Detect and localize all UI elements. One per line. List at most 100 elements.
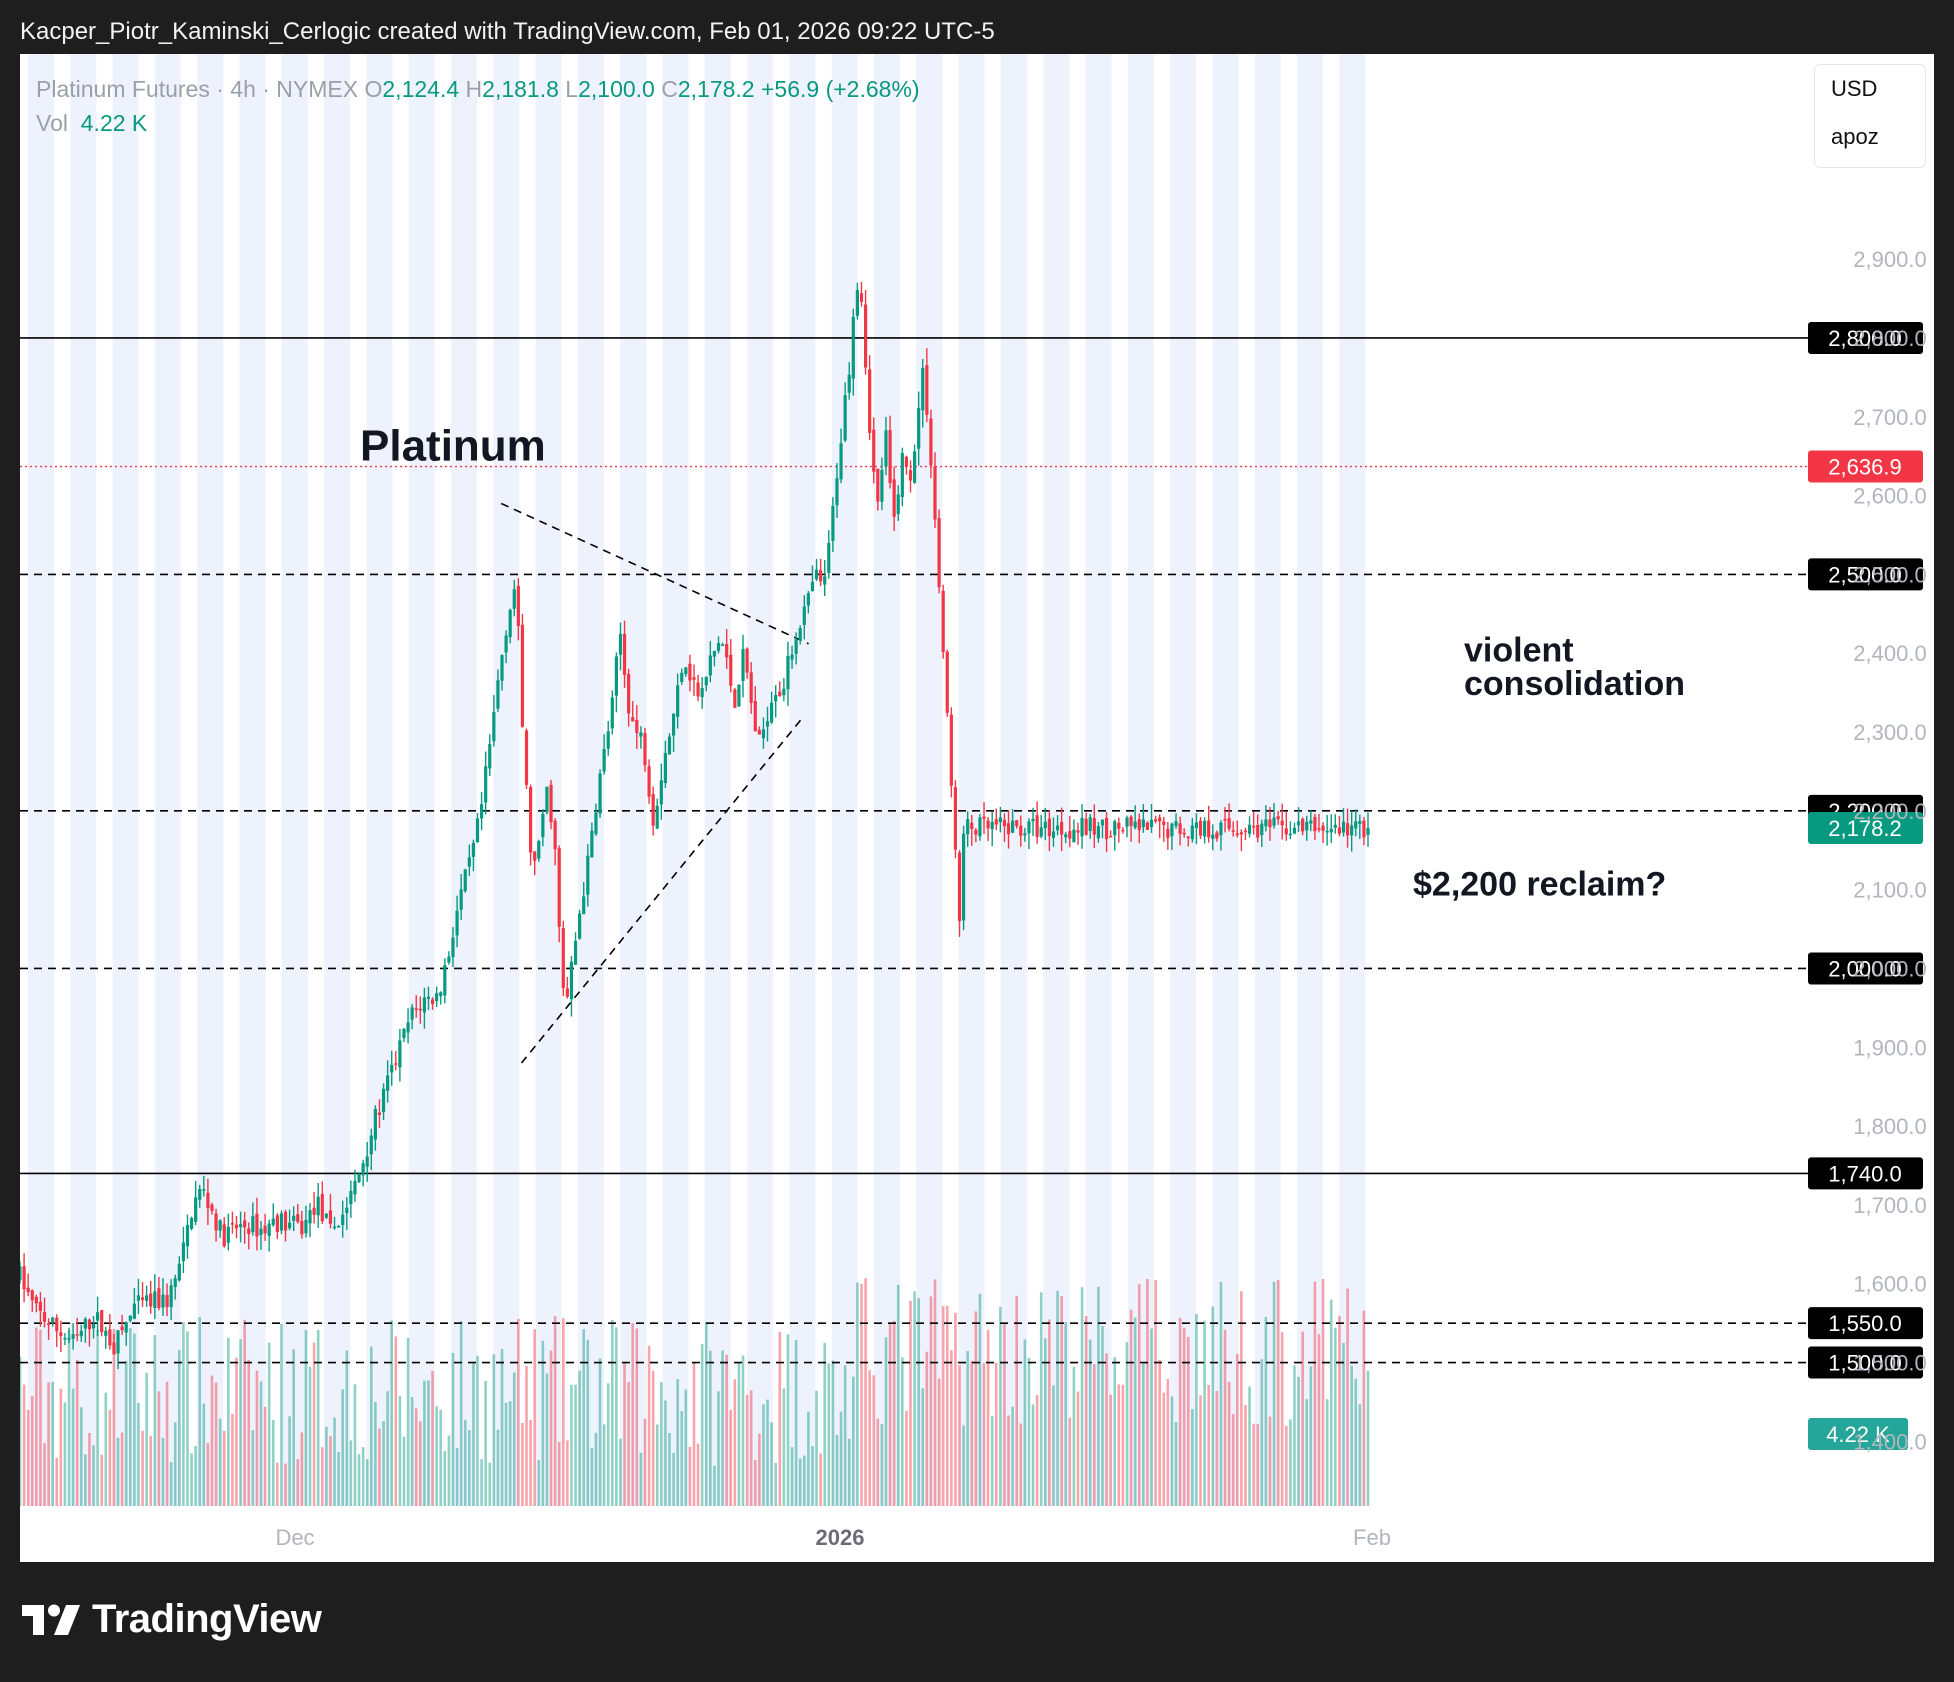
volume-bar bbox=[1027, 1357, 1031, 1506]
candle-body bbox=[341, 1214, 345, 1225]
candle-body bbox=[565, 988, 569, 997]
volume-bar bbox=[753, 1459, 757, 1506]
candle-body bbox=[618, 633, 623, 655]
candle-body bbox=[631, 717, 635, 722]
volume-bar bbox=[116, 1437, 120, 1506]
volume-bar bbox=[553, 1316, 557, 1506]
volume-bar bbox=[427, 1380, 430, 1506]
candle-body bbox=[275, 1215, 279, 1233]
candle-body bbox=[218, 1220, 222, 1231]
volume-bar bbox=[169, 1462, 173, 1506]
price-chart[interactable]: 2,800.0 2,636.9 2,500.0 2,200.0 2,000.0 1,740… bbox=[20, 54, 1934, 1562]
volume-bar bbox=[141, 1430, 144, 1506]
candle-body bbox=[1325, 830, 1329, 833]
text-annotation: consolidation bbox=[1464, 665, 1685, 703]
volume-bar bbox=[361, 1447, 365, 1506]
volume-bar bbox=[1329, 1299, 1333, 1506]
volume-bar bbox=[962, 1425, 965, 1506]
candle-body bbox=[557, 848, 561, 927]
candle-body bbox=[990, 821, 994, 830]
price-tick: 1,600.0 bbox=[1853, 1272, 1926, 1297]
candle-body bbox=[929, 418, 933, 466]
volume-bar bbox=[807, 1411, 810, 1506]
volume-bar bbox=[537, 1460, 541, 1506]
volume-bar bbox=[1231, 1414, 1235, 1506]
candle-body bbox=[243, 1220, 247, 1228]
candle-body bbox=[729, 654, 733, 686]
tradingview-logo[interactable]: TradingView bbox=[22, 1597, 322, 1642]
candle-body bbox=[300, 1220, 304, 1235]
candle-body bbox=[541, 813, 545, 838]
candle-body bbox=[904, 456, 909, 467]
candle-body bbox=[982, 816, 986, 819]
candle-body bbox=[806, 593, 810, 606]
price-tick: 2,600.0 bbox=[1853, 484, 1926, 509]
volume-bar bbox=[390, 1320, 394, 1506]
candle-body bbox=[488, 744, 492, 769]
volume-bar bbox=[1227, 1381, 1231, 1506]
volume-bar bbox=[1166, 1378, 1170, 1506]
volume-bar bbox=[406, 1337, 410, 1506]
volume-bar bbox=[349, 1440, 353, 1506]
candle-body bbox=[590, 830, 594, 858]
candle-body bbox=[1223, 819, 1227, 821]
volume-bar bbox=[133, 1333, 136, 1506]
volume-bar bbox=[798, 1458, 802, 1506]
candle-body bbox=[181, 1242, 185, 1262]
candle-body bbox=[1060, 821, 1064, 835]
symbol-title[interactable]: Platinum Futures · 4h · NYMEX bbox=[36, 76, 359, 102]
candle-body bbox=[1211, 834, 1215, 839]
volume-bar bbox=[1109, 1394, 1112, 1506]
candle-body bbox=[1317, 828, 1321, 830]
candle-body bbox=[116, 1330, 120, 1354]
level-label: 2,800.0 bbox=[1828, 326, 1901, 351]
level-label: 1,550.0 bbox=[1828, 1311, 1901, 1336]
price-axis: 2,900.0 2,800.0 2,700.0 2,600.0 2,500.0 2,400… bbox=[1853, 247, 1926, 1454]
volume-bar bbox=[566, 1440, 569, 1506]
candle-body bbox=[1035, 815, 1039, 838]
volume-bar bbox=[668, 1433, 671, 1506]
candle-body bbox=[872, 429, 876, 472]
volume-bar bbox=[1293, 1365, 1296, 1506]
volume-bars bbox=[20, 1278, 1370, 1506]
chart-title-annotation: Platinum bbox=[360, 422, 546, 471]
volume-bar bbox=[308, 1367, 312, 1506]
volume-bar bbox=[173, 1422, 177, 1506]
price-tick: 1,400.0 bbox=[1853, 1429, 1926, 1454]
volume-bar bbox=[96, 1329, 99, 1506]
candle-body bbox=[708, 655, 712, 676]
volume-bar bbox=[762, 1404, 765, 1506]
price-tick: 2,800.0 bbox=[1853, 326, 1926, 351]
candle-body bbox=[30, 1290, 34, 1301]
candle-body bbox=[42, 1311, 47, 1322]
volume-bar bbox=[1084, 1315, 1088, 1506]
volume-bar bbox=[1195, 1313, 1198, 1506]
currency-label[interactable]: USD bbox=[1831, 76, 1878, 101]
candle-body bbox=[524, 730, 529, 785]
volume-bar bbox=[214, 1382, 218, 1506]
candle-body bbox=[38, 1301, 43, 1311]
candle-body bbox=[206, 1192, 210, 1209]
candle-body bbox=[610, 697, 614, 729]
candle-body bbox=[949, 714, 953, 786]
candle-body bbox=[353, 1181, 357, 1195]
volume-bar bbox=[447, 1435, 451, 1506]
volume-bar bbox=[382, 1421, 385, 1506]
candle-body bbox=[692, 677, 696, 680]
candle-body bbox=[26, 1287, 30, 1292]
candle-body bbox=[271, 1218, 275, 1225]
volume-bar bbox=[316, 1329, 320, 1506]
chart-panel[interactable]: 2,800.0 2,636.9 2,500.0 2,200.0 2,000.0 1,740… bbox=[20, 54, 1934, 1562]
candle-body bbox=[226, 1226, 230, 1243]
volume-bar bbox=[104, 1392, 108, 1506]
volume-bar bbox=[410, 1397, 414, 1506]
volume-bar bbox=[1244, 1404, 1247, 1506]
volume-bar bbox=[819, 1453, 822, 1506]
volume-bar bbox=[239, 1339, 242, 1506]
candle-body bbox=[680, 672, 684, 682]
candle-body bbox=[381, 1088, 386, 1113]
candle-body bbox=[1055, 825, 1060, 831]
currency-box[interactable]: USD apoz bbox=[1814, 64, 1926, 168]
volume-bar bbox=[92, 1445, 95, 1506]
volume-bar bbox=[557, 1442, 561, 1506]
